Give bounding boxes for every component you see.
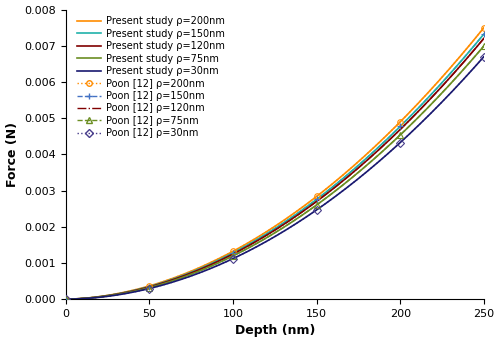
X-axis label: Depth (nm): Depth (nm) xyxy=(234,324,315,338)
Legend: Present study ρ=200nm, Present study ρ=150nm, Present study ρ=120nm, Present stu: Present study ρ=200nm, Present study ρ=1… xyxy=(74,14,227,140)
Y-axis label: Force (N): Force (N) xyxy=(6,122,18,187)
